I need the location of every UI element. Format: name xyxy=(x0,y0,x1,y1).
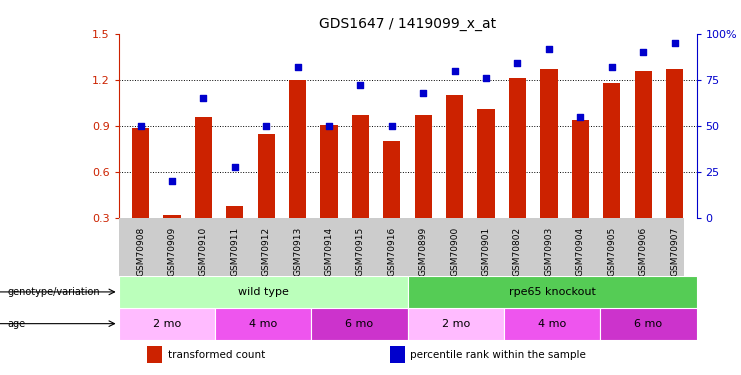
Bar xyxy=(415,115,432,218)
Point xyxy=(323,123,335,129)
Bar xyxy=(215,308,311,339)
Text: GSM70802: GSM70802 xyxy=(513,227,522,276)
Text: GSM70903: GSM70903 xyxy=(545,227,554,276)
Point xyxy=(417,90,429,96)
Text: GSM70905: GSM70905 xyxy=(607,227,617,276)
Bar xyxy=(226,206,244,218)
Bar xyxy=(289,80,306,218)
Point xyxy=(260,123,272,129)
Text: rpe65 knockout: rpe65 knockout xyxy=(508,287,596,297)
Point xyxy=(574,114,586,120)
Point xyxy=(637,49,649,55)
Point xyxy=(543,45,555,51)
Bar xyxy=(119,276,408,308)
Text: 6 mo: 6 mo xyxy=(345,319,373,328)
Text: 6 mo: 6 mo xyxy=(634,319,662,328)
Bar xyxy=(446,95,463,218)
Point xyxy=(511,60,523,66)
Point xyxy=(606,64,618,70)
Point xyxy=(292,64,304,70)
Bar xyxy=(504,308,600,339)
Point xyxy=(449,68,461,74)
Text: 2 mo: 2 mo xyxy=(442,319,470,328)
Text: GSM70904: GSM70904 xyxy=(576,227,585,276)
Text: GSM70908: GSM70908 xyxy=(136,227,145,276)
Point xyxy=(135,123,147,129)
Bar xyxy=(603,83,620,218)
Text: GSM70914: GSM70914 xyxy=(325,227,333,276)
Point xyxy=(480,75,492,81)
Bar xyxy=(509,78,526,218)
Text: GSM70901: GSM70901 xyxy=(482,227,491,276)
Text: GSM70913: GSM70913 xyxy=(293,227,302,276)
Bar xyxy=(195,117,212,218)
Bar xyxy=(666,69,683,218)
Text: percentile rank within the sample: percentile rank within the sample xyxy=(411,350,586,360)
Title: GDS1647 / 1419099_x_at: GDS1647 / 1419099_x_at xyxy=(319,17,496,32)
Text: GSM70916: GSM70916 xyxy=(388,227,396,276)
Bar xyxy=(571,120,589,218)
Text: 4 mo: 4 mo xyxy=(249,319,277,328)
Text: GSM70911: GSM70911 xyxy=(230,227,239,276)
Bar xyxy=(320,124,338,218)
Text: GSM70912: GSM70912 xyxy=(262,227,270,276)
Bar xyxy=(391,346,405,363)
Bar xyxy=(352,115,369,218)
Point xyxy=(197,95,209,101)
Bar xyxy=(163,215,181,218)
Point xyxy=(166,178,178,184)
Point xyxy=(354,82,366,88)
Bar xyxy=(132,128,149,218)
Text: genotype/variation: genotype/variation xyxy=(7,287,100,297)
Bar xyxy=(147,346,162,363)
Bar xyxy=(311,308,408,339)
Text: GSM70899: GSM70899 xyxy=(419,227,428,276)
Text: GSM70900: GSM70900 xyxy=(451,227,459,276)
Text: transformed count: transformed count xyxy=(167,350,265,360)
Text: GSM70907: GSM70907 xyxy=(670,227,679,276)
Point xyxy=(229,164,241,170)
Bar xyxy=(383,141,400,218)
Text: 2 mo: 2 mo xyxy=(153,319,181,328)
Text: age: age xyxy=(7,319,25,328)
Bar xyxy=(477,109,495,218)
Bar xyxy=(600,308,697,339)
Bar xyxy=(258,134,275,218)
Bar xyxy=(408,308,504,339)
Text: 4 mo: 4 mo xyxy=(538,319,566,328)
Bar xyxy=(634,70,652,218)
Bar xyxy=(119,308,215,339)
Text: GSM70909: GSM70909 xyxy=(167,227,176,276)
Point xyxy=(668,40,680,46)
Bar xyxy=(540,69,557,218)
Point xyxy=(386,123,398,129)
Bar xyxy=(408,276,697,308)
Text: GSM70906: GSM70906 xyxy=(639,227,648,276)
Text: GSM70915: GSM70915 xyxy=(356,227,365,276)
Text: wild type: wild type xyxy=(238,287,288,297)
Text: GSM70910: GSM70910 xyxy=(199,227,208,276)
